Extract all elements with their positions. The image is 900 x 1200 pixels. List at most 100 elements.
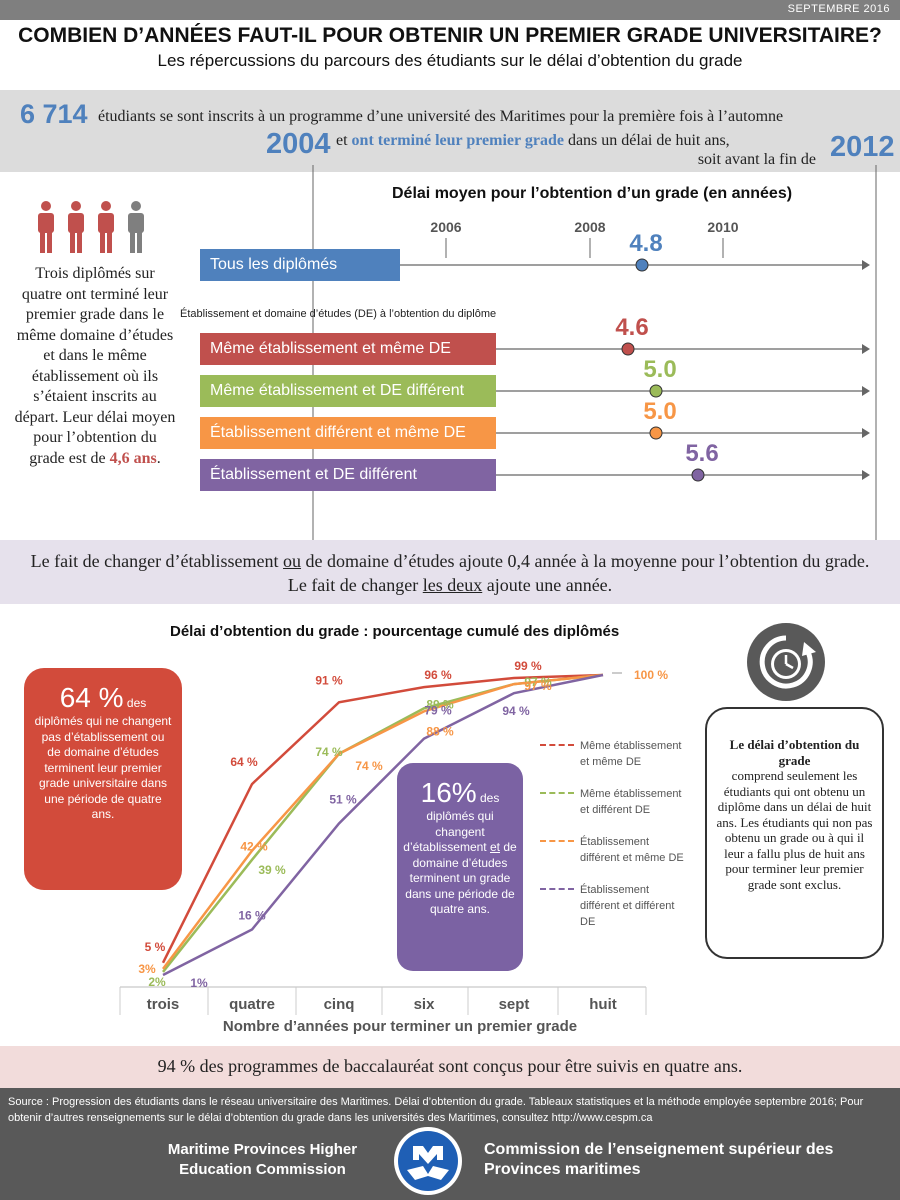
legend-label: Établissement différent et même DE: [580, 836, 684, 864]
cumulative-chart-title: Délai d’obtention du grade : pourcentage…: [170, 623, 620, 640]
purple-callout: 16% des diplômés qui changent d’établiss…: [397, 763, 523, 971]
intro-line-2: et ont terminé leur premier grade dans u…: [336, 132, 730, 150]
cumulative-x-tick: quatre: [229, 996, 275, 1013]
timeline-arrow-icon: [862, 344, 870, 354]
red-callout-big-suffix: des: [123, 696, 147, 710]
timeline-value-label: 5.6: [685, 440, 718, 467]
cumulative-data-label: 74 %: [315, 745, 343, 759]
student-count: 6 714: [20, 99, 88, 129]
timeline-value-label: 5.0: [643, 398, 676, 425]
purple-callout-big-suffix: des: [476, 791, 500, 805]
definition-box: Le délai d’obtention du grade comprend s…: [705, 707, 884, 959]
page-title: COMBIEN D’ANNÉES FAUT-IL POUR OBTENIR UN…: [18, 24, 882, 47]
de-caption: Établissement et domaine d’études (DE) à…: [180, 308, 497, 320]
timeline-point: [621, 342, 635, 356]
intro-line-2-suffix: dans un délai de huit ans,: [567, 132, 730, 149]
timeline-year-label: 2010: [707, 219, 738, 235]
cumulative-series-line: [162, 673, 604, 977]
cumulative-data-label: 5 %: [145, 940, 166, 954]
cumulative-data-label: 94 %: [502, 704, 530, 718]
definition-title: Le délai d’obtention du grade: [729, 737, 860, 768]
start-year: 2004: [266, 128, 331, 160]
left-panel-suffix: .: [156, 449, 161, 467]
cumulative-data-label: 1%: [190, 976, 208, 990]
timeline-category-label: Tous les diplômés: [200, 249, 400, 281]
intro-line-1: étudiants se sont inscrits à un programm…: [98, 108, 784, 125]
legend-item: Établissement différent et même DE: [540, 834, 690, 882]
legend-swatch: [540, 840, 574, 842]
definition-text: comprend seulement les étudiants qui ont…: [716, 768, 873, 892]
legend-swatch: [540, 888, 574, 890]
summary-underline-2: les deux: [422, 575, 483, 595]
timeline-category-label: Établissement et DE différent: [200, 459, 496, 491]
cumulative-x-tick: sept: [499, 996, 530, 1013]
summary-band: [0, 540, 900, 604]
legend-swatch: [540, 744, 574, 746]
bottom-band-text: 94 % des programmes de baccalauréat sont…: [157, 1056, 743, 1076]
red-callout-big: 64 %: [59, 682, 124, 713]
cumulative-data-label: 2%: [148, 975, 166, 989]
cumulative-data-label: 99 %: [514, 659, 542, 673]
cumulative-data-label: 64 %: [230, 755, 258, 769]
people-icon: [38, 201, 144, 253]
legend-swatch: [540, 792, 574, 794]
timeline-arrow-icon: [862, 386, 870, 396]
timeline-arrow-icon: [862, 428, 870, 438]
timeline-category-label: Même établissement et même DE: [200, 333, 496, 365]
purple-callout-text-1: diplômés qui changent d’établissement: [403, 809, 494, 854]
cumulative-data-label: 97 %: [524, 675, 552, 689]
source-text: Source : Progression des étudiants dans …: [8, 1096, 864, 1124]
timeline-point: [691, 468, 705, 482]
cumulative-data-label: 97 %: [524, 679, 552, 693]
cumulative-data-label: 79 %: [424, 704, 452, 718]
timeline-category-label: Même établissement et DE différent: [200, 375, 496, 407]
cumulative-series-line: [161, 673, 604, 964]
intro-band: [0, 90, 900, 172]
cumulative-chart: 5 % 64 % 91 % 96 % 99 % 2% 39 % 74 % 89 % 97 % 3% 4…: [119, 659, 668, 1035]
cumulative-data-label: 88 %: [426, 724, 454, 738]
summary-text: Le fait de changer d’établissement ou de…: [20, 549, 880, 597]
left-panel-value: 4,6 ans: [109, 449, 157, 467]
purple-callout-text-2: de domaine d’études terminent un grade d…: [405, 840, 517, 916]
summary-part-3: ajoute une année.: [482, 575, 613, 595]
cumulative-data-label: 51 %: [329, 792, 357, 806]
org-name-english: Maritime Provinces Higher Education Comm…: [167, 1141, 358, 1178]
cumulative-x-axis-label: Nombre d’années pour terminer un premier…: [223, 1018, 577, 1035]
intro-line-3: soit avant la fin de: [697, 151, 816, 168]
cumulative-series-line: [162, 673, 604, 970]
cumulative-series-line: [162, 673, 604, 973]
purple-callout-big: 16%: [420, 777, 477, 808]
cumulative-data-label: 91 %: [315, 673, 343, 687]
legend-label: Établissement différent et différent DE: [580, 884, 675, 928]
cumulative-data-label: 89 %: [426, 697, 454, 711]
cumulative-legend: Même établissement et même DE Même établi…: [540, 738, 690, 930]
legend-item: Établissement différent et différent DE: [540, 882, 690, 930]
cumulative-x-tick: six: [414, 996, 436, 1013]
timeline-point: [635, 258, 649, 272]
intro-line-2-prefix: et: [336, 132, 348, 149]
timeline-category-label: Établissement différent et même DE: [200, 417, 496, 449]
timeline-value-label: 4.6: [615, 314, 648, 341]
legend-item: Même établissement et différent DE: [540, 786, 690, 834]
org-name-french: Commission de l’enseignement supérieur d…: [484, 1141, 834, 1178]
end-year: 2012: [830, 131, 895, 163]
left-panel-text: Trois diplômés sur quatre ont terminé le…: [14, 264, 176, 469]
timeline-point: [649, 384, 663, 398]
red-callout: 64 % des diplômés qui ne changent pas d’…: [24, 668, 182, 890]
summary-underline-1: ou: [283, 551, 302, 571]
legend-label: Même établissement et même DE: [580, 740, 682, 768]
red-callout-text: diplômés qui ne changent pas d’établisse…: [34, 714, 172, 821]
intro-line-2-highlight: ont terminé leur premier grade: [351, 132, 564, 149]
cumulative-data-label: 42 %: [240, 840, 268, 854]
summary-part-2: de domaine d’études ajoute 0,4 année à l…: [287, 551, 870, 595]
timeline-year-label: 2008: [574, 219, 605, 235]
legend-label: Même établissement et différent DE: [580, 788, 682, 816]
cumulative-data-label: 96 %: [424, 668, 452, 682]
date-bar: [0, 0, 900, 20]
purple-callout-underline: et: [490, 840, 501, 854]
timeline-arrow-icon: [862, 260, 870, 270]
mphec-logo-icon: [394, 1127, 462, 1195]
left-panel-body: Trois diplômés sur quatre ont terminé le…: [14, 265, 176, 467]
timeline-value-label: 4.8: [629, 230, 662, 257]
timeline-chart-title: Délai moyen pour l’obtention d’un grade …: [392, 185, 793, 202]
